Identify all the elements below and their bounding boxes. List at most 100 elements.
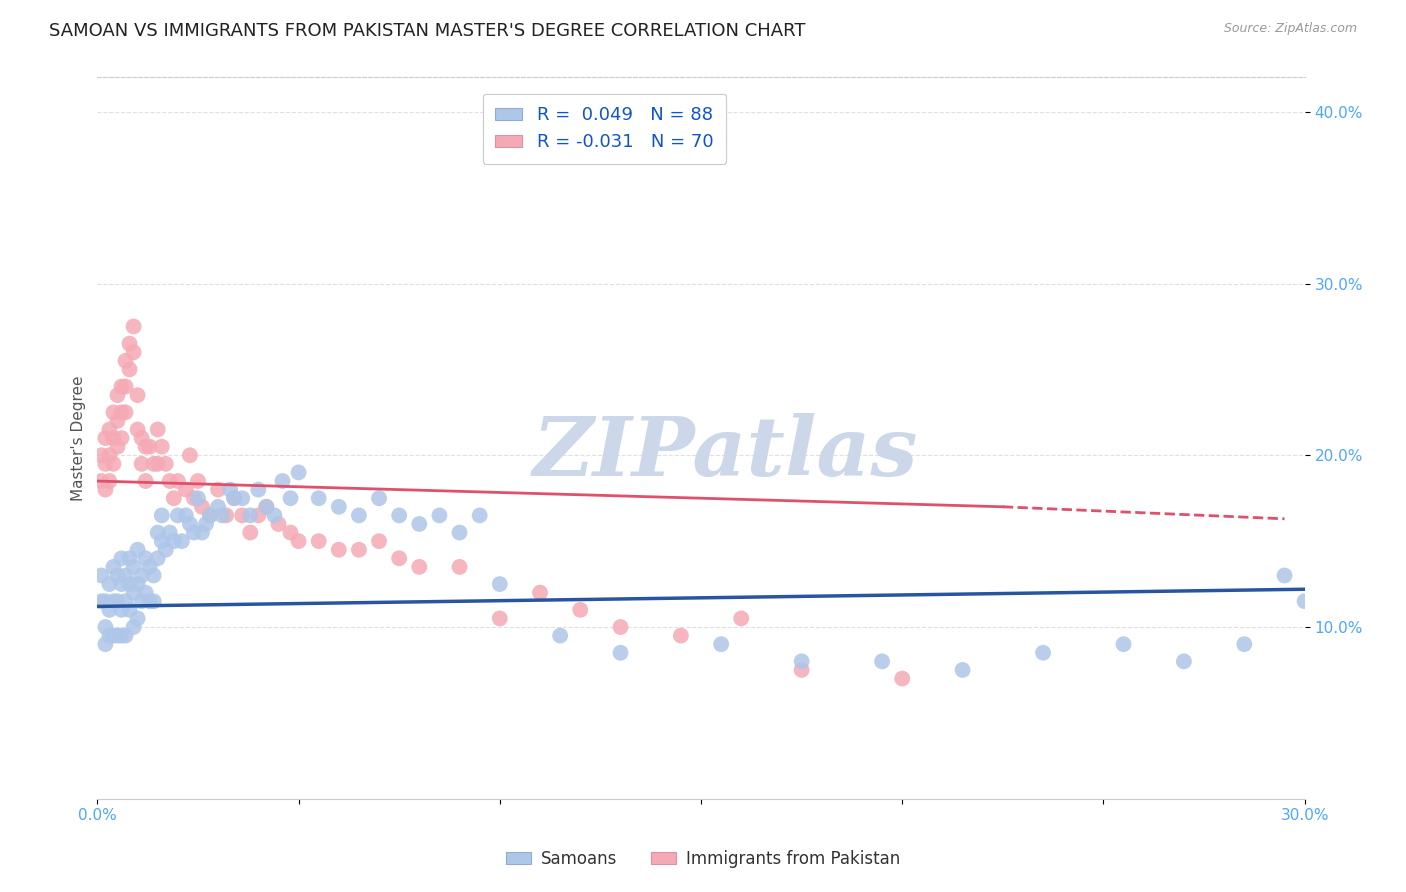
Point (183, 491, 205, 506)
Point (90, 568, 112, 582)
Point (170, 534, 193, 549)
Point (215, 508, 238, 523)
Point (239, 525, 262, 540)
Text: SAMOAN VS IMMIGRANTS FROM PAKISTAN MASTER'S DEGREE CORRELATION CHART: SAMOAN VS IMMIGRANTS FROM PAKISTAN MASTE… (49, 22, 806, 40)
Y-axis label: Master's Degree: Master's Degree (72, 376, 86, 500)
Point (118, 577, 141, 591)
Point (131, 431, 153, 445)
Point (870, 654, 893, 668)
Point (110, 405, 132, 419)
Point (103, 629, 125, 643)
Point (468, 508, 491, 523)
Point (247, 483, 270, 497)
Point (488, 577, 510, 591)
Point (347, 508, 370, 523)
Point (138, 594, 160, 608)
Point (609, 646, 631, 660)
Point (163, 491, 186, 506)
Point (90, 474, 112, 488)
Point (1032, 646, 1054, 660)
Point (122, 345, 145, 359)
Point (449, 560, 471, 574)
Point (131, 594, 153, 608)
Point (94, 457, 117, 471)
Point (429, 508, 451, 523)
Point (103, 457, 125, 471)
Point (135, 585, 157, 599)
Point (239, 508, 262, 523)
Point (308, 491, 330, 506)
Point (231, 491, 253, 506)
Point (1233, 637, 1256, 651)
Point (114, 594, 136, 608)
Point (135, 551, 157, 566)
Point (195, 516, 218, 531)
Point (98, 474, 121, 488)
Point (118, 551, 141, 566)
Point (98, 629, 121, 643)
Point (94, 620, 117, 634)
Point (98, 423, 121, 437)
Point (103, 431, 125, 445)
Point (114, 405, 136, 419)
Point (146, 551, 169, 566)
Point (110, 629, 132, 643)
Point (368, 491, 391, 506)
Text: Source: ZipAtlas.com: Source: ZipAtlas.com (1223, 22, 1357, 36)
Point (94, 431, 117, 445)
Point (548, 629, 571, 643)
Point (1274, 568, 1296, 582)
Point (150, 508, 173, 523)
Point (98, 577, 121, 591)
Point (224, 491, 246, 506)
Point (224, 491, 246, 506)
Point (94, 637, 117, 651)
Point (166, 508, 188, 523)
Point (131, 457, 153, 471)
Point (191, 500, 214, 514)
Point (135, 474, 157, 488)
Point (569, 603, 592, 617)
Point (159, 474, 181, 488)
Point (142, 594, 165, 608)
Point (146, 423, 169, 437)
Point (110, 551, 132, 566)
Point (1112, 637, 1135, 651)
Point (328, 500, 350, 514)
Point (114, 354, 136, 368)
Point (952, 663, 974, 677)
Point (191, 525, 214, 540)
Point (110, 603, 132, 617)
Legend: Samoans, Immigrants from Pakistan: Samoans, Immigrants from Pakistan (499, 844, 907, 875)
Legend: R =  0.049   N = 88, R = -0.031   N = 70: R = 0.049 N = 88, R = -0.031 N = 70 (482, 94, 725, 164)
Point (308, 534, 330, 549)
Point (388, 551, 411, 566)
Point (179, 516, 201, 531)
Point (107, 388, 129, 402)
Point (146, 525, 169, 540)
Point (271, 474, 294, 488)
Point (159, 525, 181, 540)
Point (146, 457, 169, 471)
Point (122, 620, 145, 634)
Point (368, 534, 391, 549)
Point (408, 560, 430, 574)
Point (211, 508, 233, 523)
Point (187, 474, 209, 488)
Point (187, 491, 209, 506)
Point (207, 483, 229, 497)
Point (263, 508, 285, 523)
Point (114, 379, 136, 393)
Point (114, 629, 136, 643)
Point (110, 431, 132, 445)
Point (118, 362, 141, 376)
Point (142, 457, 165, 471)
Point (94, 483, 117, 497)
Text: ZIPatlas: ZIPatlas (533, 412, 918, 492)
Point (122, 319, 145, 334)
Point (127, 388, 149, 402)
Point (254, 500, 277, 514)
Point (280, 491, 302, 506)
Point (183, 525, 205, 540)
Point (98, 448, 121, 462)
